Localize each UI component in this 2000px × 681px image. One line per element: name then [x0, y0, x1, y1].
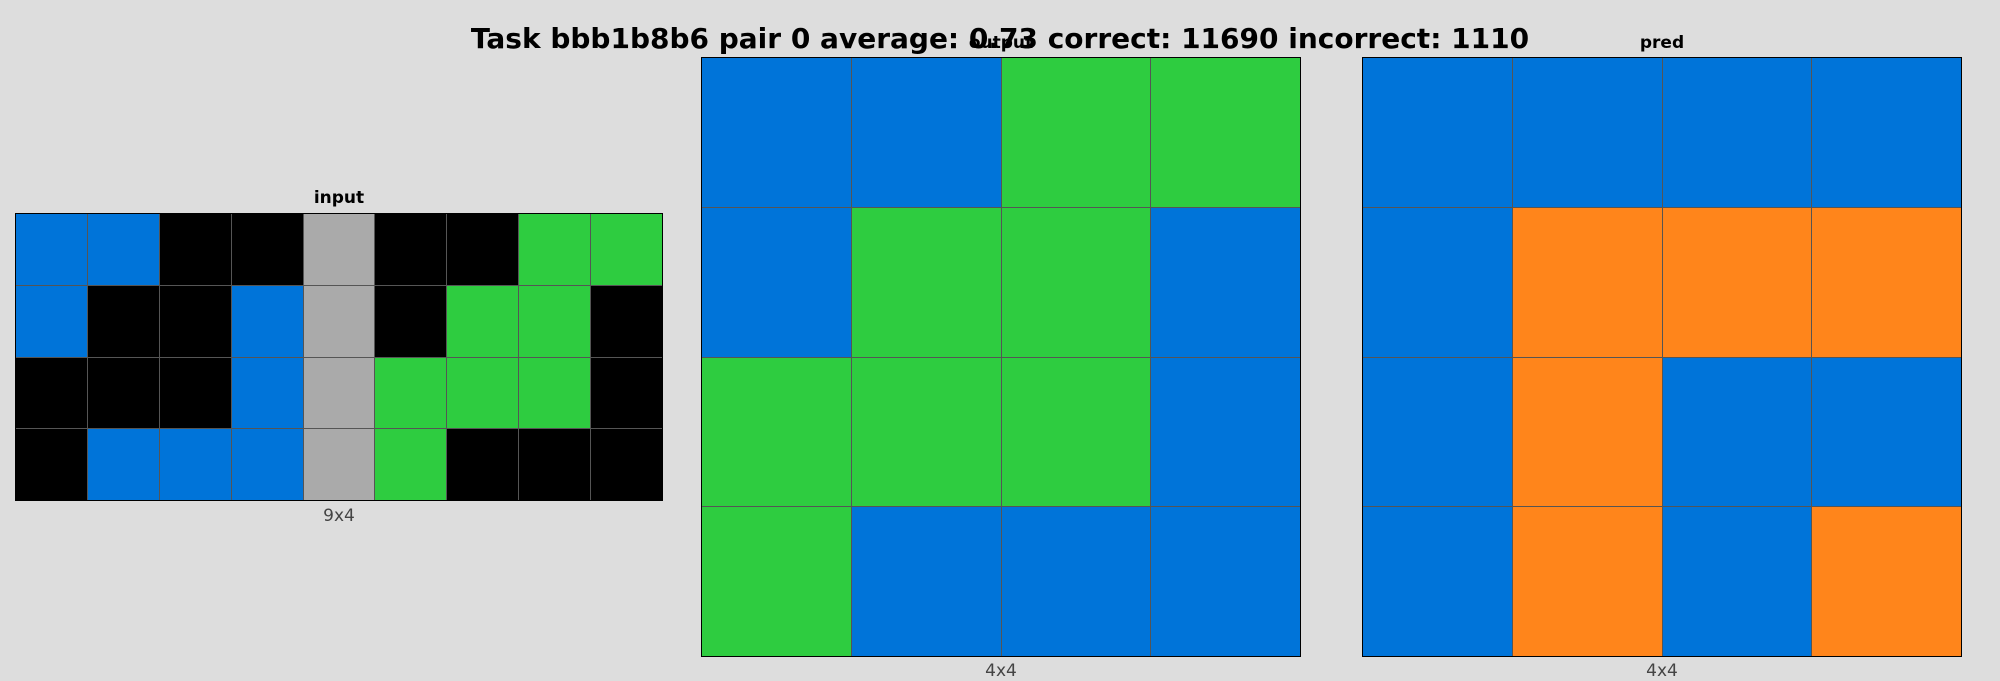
pred-dims-label: 4x4: [1646, 661, 1678, 681]
input-cell-r0-c2: [159, 214, 231, 285]
figure-title: Task bbb1b8b6 pair 0 average: 0.73 corre…: [470, 22, 1530, 55]
pred-cell-r1-c3: [1812, 207, 1961, 357]
input-cell-r2-c5: [375, 357, 447, 429]
output-cell-r3-c1: [851, 507, 1001, 656]
output-cell-r0-c3: [1151, 58, 1300, 207]
pred-cell-r1-c2: [1662, 207, 1812, 357]
input-cell-r3-c8: [591, 429, 662, 500]
input-cell-r3-c7: [519, 429, 591, 500]
input-cell-r2-c7: [519, 357, 591, 429]
input-cell-r0-c5: [375, 214, 447, 285]
pred-cell-r2-c0: [1363, 357, 1512, 507]
output-cell-r3-c2: [1001, 507, 1151, 656]
input-cell-r3-c6: [447, 429, 519, 500]
pred-cell-r3-c0: [1363, 507, 1512, 656]
input-cell-r0-c3: [231, 214, 303, 285]
output-panel-title: output: [968, 33, 1034, 53]
input-cell-r1-c6: [447, 285, 519, 357]
input-cell-r1-c2: [159, 285, 231, 357]
input-cell-r1-c8: [591, 285, 662, 357]
input-cell-r2-c6: [447, 357, 519, 429]
input-cell-r0-c6: [447, 214, 519, 285]
output-cell-r2-c2: [1001, 357, 1151, 507]
output-cell-r2-c1: [851, 357, 1001, 507]
input-cell-r0-c0: [16, 214, 87, 285]
output-cell-r0-c0: [702, 58, 851, 207]
pred-cell-r2-c2: [1662, 357, 1812, 507]
input-cell-r2-c3: [231, 357, 303, 429]
input-dims-label: 9x4: [323, 506, 355, 526]
output-cell-r1-c3: [1151, 207, 1300, 357]
output-cell-r3-c0: [702, 507, 851, 656]
input-cell-r0-c7: [519, 214, 591, 285]
input-cell-r0-c1: [87, 214, 159, 285]
pred-grid: [1362, 57, 1962, 657]
input-cell-r1-c0: [16, 285, 87, 357]
input-cell-r3-c5: [375, 429, 447, 500]
pred-cell-r1-c1: [1512, 207, 1662, 357]
input-cell-r3-c1: [87, 429, 159, 500]
output-cell-r1-c1: [851, 207, 1001, 357]
input-cell-r0-c4: [303, 214, 375, 285]
input-cell-r1-c1: [87, 285, 159, 357]
input-cell-r3-c3: [231, 429, 303, 500]
output-cell-r2-c0: [702, 357, 851, 507]
output-cell-r1-c2: [1001, 207, 1151, 357]
pred-cell-r0-c0: [1363, 58, 1512, 207]
input-panel-title: input: [313, 188, 365, 208]
input-cell-r2-c4: [303, 357, 375, 429]
input-cell-r3-c2: [159, 429, 231, 500]
pred-cell-r1-c0: [1363, 207, 1512, 357]
output-cell-r0-c2: [1001, 58, 1151, 207]
input-cell-r1-c5: [375, 285, 447, 357]
output-grid: [701, 57, 1301, 657]
output-cell-r1-c0: [702, 207, 851, 357]
pred-cell-r0-c1: [1512, 58, 1662, 207]
pred-cell-r0-c3: [1812, 58, 1961, 207]
input-cell-r0-c8: [591, 214, 662, 285]
pred-cell-r3-c2: [1662, 507, 1812, 656]
input-cell-r2-c8: [591, 357, 662, 429]
input-cell-r3-c4: [303, 429, 375, 500]
input-cell-r2-c1: [87, 357, 159, 429]
input-cell-r1-c3: [231, 285, 303, 357]
pred-cell-r0-c2: [1662, 58, 1812, 207]
pred-cell-r3-c1: [1512, 507, 1662, 656]
input-cell-r3-c0: [16, 429, 87, 500]
input-cell-r2-c0: [16, 357, 87, 429]
output-cell-r3-c3: [1151, 507, 1300, 656]
input-cell-r1-c7: [519, 285, 591, 357]
output-cell-r0-c1: [851, 58, 1001, 207]
pred-cell-r3-c3: [1812, 507, 1961, 656]
pred-cell-r2-c1: [1512, 357, 1662, 507]
output-dims-label: 4x4: [985, 661, 1017, 681]
pred-panel-title: pred: [1639, 33, 1685, 53]
input-grid: [15, 213, 663, 501]
input-cell-r1-c4: [303, 285, 375, 357]
pred-cell-r2-c3: [1812, 357, 1961, 507]
output-cell-r2-c3: [1151, 357, 1300, 507]
input-cell-r2-c2: [159, 357, 231, 429]
